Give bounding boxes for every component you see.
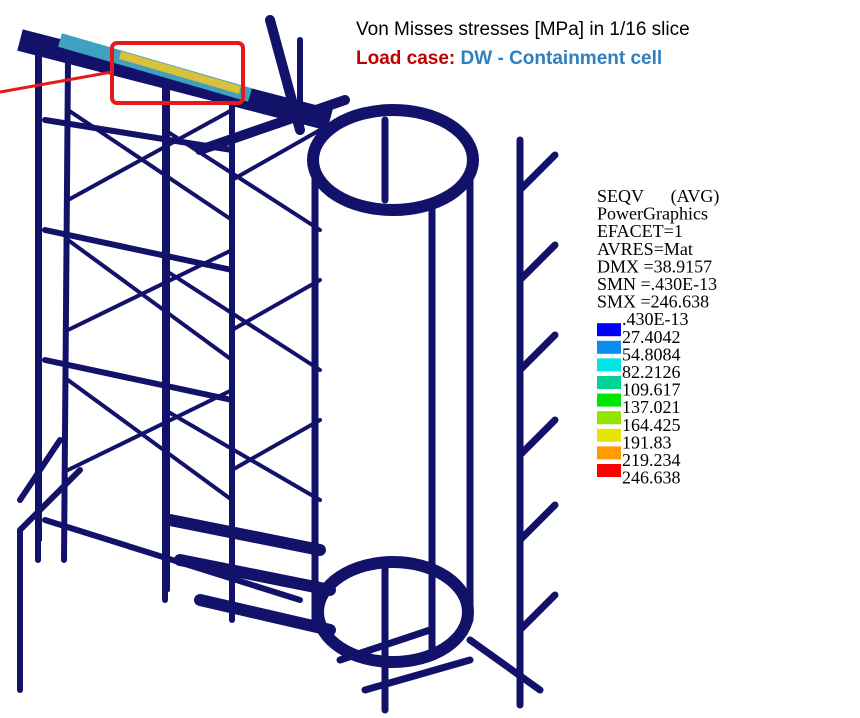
legend-swatch (597, 323, 621, 336)
legend-swatch (597, 376, 621, 389)
legend-swatch (597, 464, 621, 477)
legend-swatch (597, 358, 621, 371)
load-case-label: Load case: (356, 48, 455, 69)
legend-swatch (597, 446, 621, 459)
legend-swatch (597, 429, 621, 442)
structure (0, 20, 555, 710)
legend-swatch (597, 411, 621, 424)
legend-swatch (597, 341, 621, 354)
page: Von Misses stresses [MPa] in 1/16 slice … (0, 0, 860, 718)
load-case-value: DW - Containment cell (461, 48, 663, 69)
figure: Von Misses stresses [MPa] in 1/16 slice … (0, 0, 860, 718)
legend-level: 246.638 (622, 468, 681, 488)
legend: SEQV (AVG)PowerGraphicsEFACET=1AVRES=Mat… (597, 186, 719, 488)
load-case: Load case: DW - Containment cell (356, 48, 662, 69)
title: Von Misses stresses [MPa] in 1/16 slice (356, 19, 690, 40)
legend-swatch (597, 394, 621, 407)
